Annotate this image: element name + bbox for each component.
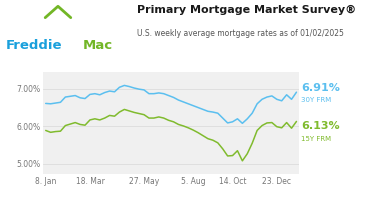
Text: Mac: Mac [82, 39, 112, 52]
Text: 6.91%: 6.91% [301, 83, 340, 93]
Text: Freddie: Freddie [6, 39, 62, 52]
Text: Primary Mortgage Market Survey®: Primary Mortgage Market Survey® [137, 5, 356, 15]
Text: 15Y FRM: 15Y FRM [301, 136, 331, 142]
Text: 30Y FRM: 30Y FRM [301, 98, 331, 103]
Text: 6.13%: 6.13% [301, 121, 340, 131]
Text: U.S. weekly average mortgage rates as of 01/02/2025: U.S. weekly average mortgage rates as of… [137, 29, 344, 38]
